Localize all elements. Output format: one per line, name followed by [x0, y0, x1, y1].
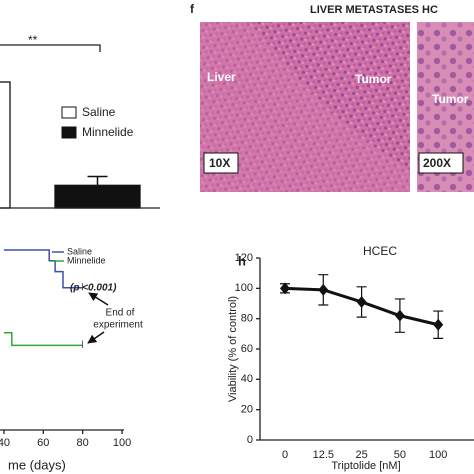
y-tick-label: 20: [241, 404, 253, 416]
panel-label: f: [190, 2, 195, 16]
bar: [54, 184, 141, 209]
liver-region: [200, 22, 410, 192]
legend-swatch: [61, 126, 77, 139]
chart-title: HCEC: [363, 244, 397, 258]
image-label: Tumor: [355, 72, 392, 86]
significance: **: [28, 33, 38, 47]
x-axis-label: Triptolide [nM]: [331, 460, 400, 472]
scale-box: [418, 152, 464, 174]
x-tick-label: 40: [0, 437, 10, 449]
arrow: [88, 292, 109, 306]
legend-label: Minnelide: [67, 255, 106, 265]
panel-title: LIVER METASTASES HC: [310, 4, 438, 16]
point: [356, 295, 367, 308]
point: [394, 309, 405, 322]
point: [318, 283, 329, 296]
survival-line: [3, 249, 83, 289]
panel-label: h: [238, 253, 246, 268]
x-tick-label: 0: [282, 449, 288, 461]
x-tick-label: 50: [394, 449, 406, 461]
bar: [0, 81, 11, 209]
legend-label: Saline: [67, 246, 92, 256]
censor-mark: |: [82, 340, 84, 349]
annotation: experiment: [93, 320, 143, 331]
legend-swatch: [61, 106, 77, 119]
x-tick-label: 25: [355, 449, 367, 461]
annotation: End of: [106, 308, 135, 319]
legend-label: Minnelide: [82, 125, 134, 139]
arrow: [87, 331, 105, 344]
significance-bracket: [0, 44, 101, 52]
y-tick-label: 100: [235, 282, 253, 294]
y-tick-label: 80: [241, 313, 253, 325]
point: [280, 282, 290, 295]
scale-box: [203, 152, 239, 174]
error-bar: [87, 175, 108, 186]
annotation: (p <0.001): [70, 283, 117, 294]
x-tick-label: 60: [37, 437, 49, 449]
x-tick-label: 80: [77, 437, 89, 449]
survival-line: [3, 332, 83, 347]
y-tick-label: 60: [241, 343, 253, 355]
legend-label: Saline: [82, 105, 116, 119]
y-tick-label: 40: [241, 373, 253, 385]
image-label: Tumor: [432, 92, 469, 106]
censor-mark: |: [82, 282, 84, 291]
x-tick-label: 100: [113, 437, 131, 449]
y-tick-label: 0: [247, 434, 253, 446]
image-label: Liver: [207, 70, 236, 84]
x-axis-label: me (days): [8, 457, 66, 472]
x-tick-label: 100: [429, 449, 447, 461]
y-axis-label: Viability (% of control): [227, 296, 239, 402]
image-label: 10X: [209, 156, 230, 170]
image-label: 200X: [423, 156, 451, 170]
y-tick-label: 120: [235, 252, 253, 264]
point: [433, 318, 444, 331]
x-tick-label: 12.5: [313, 449, 334, 461]
